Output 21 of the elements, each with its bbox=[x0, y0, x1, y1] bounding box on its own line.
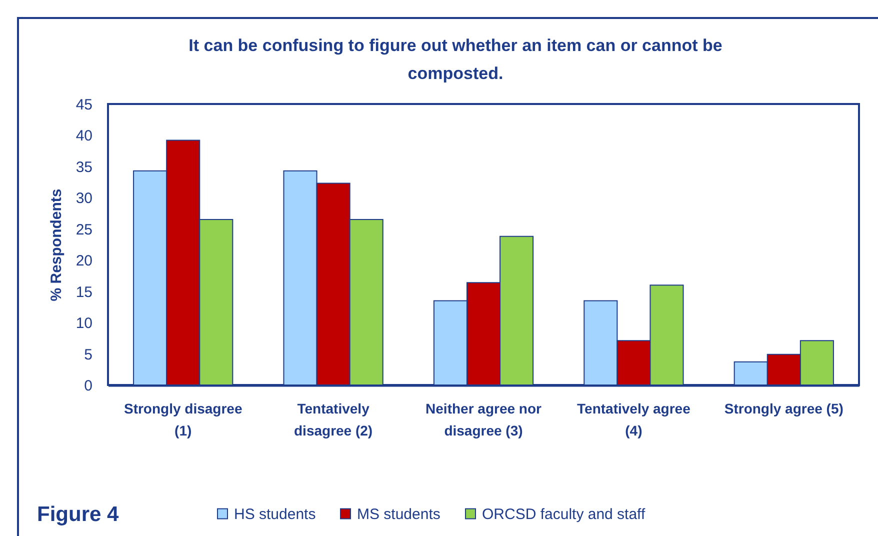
chart-title: It can be confusing to figure out whether an item can or cannot be composted. bbox=[188, 36, 722, 83]
y-tick-label: 20 bbox=[76, 252, 92, 270]
y-tick-label: 30 bbox=[76, 190, 92, 208]
legend-label: MS students bbox=[357, 506, 440, 523]
y-tick-label: 35 bbox=[76, 158, 92, 176]
y-axis-title: % Respondents bbox=[48, 188, 65, 302]
legend-label: ORCSD faculty and staff bbox=[482, 506, 646, 523]
x-tick-label: Strongly disagree (1) bbox=[124, 400, 242, 438]
y-tick-label: 0 bbox=[84, 378, 92, 394]
y-tick-label: 45 bbox=[76, 96, 92, 114]
legend-label: HS students bbox=[234, 506, 316, 523]
x-tick-label: Neither agree nor disagree (3) bbox=[426, 400, 542, 438]
x-tick-label: Tentatively agree (4) bbox=[577, 400, 691, 438]
y-tick-label: 40 bbox=[76, 128, 92, 145]
y-tick-label: 5 bbox=[84, 346, 92, 364]
y-tick-label: 25 bbox=[76, 221, 92, 238]
x-tick-label: Strongly agree (5) bbox=[724, 400, 844, 416]
x-tick-label: Tentatively disagree (2) bbox=[294, 400, 373, 438]
caption: Figure 4 bbox=[37, 503, 119, 527]
y-tick-label: 15 bbox=[76, 284, 92, 301]
y-tick-label: 10 bbox=[76, 315, 92, 332]
